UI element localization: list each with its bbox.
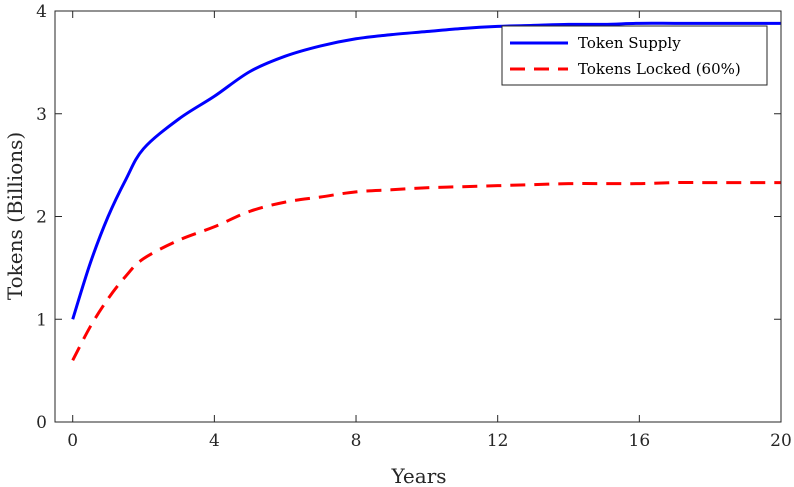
- y-tick-label: 2: [36, 208, 47, 228]
- y-tick-label: 4: [36, 2, 47, 22]
- y-tick-label: 3: [36, 105, 47, 125]
- x-tick-label: 8: [351, 431, 362, 451]
- series-layer: [71, 21, 781, 362]
- y-axis-label: Tokens (Billions): [3, 132, 27, 300]
- axes: [54, 10, 782, 423]
- legend-box: [501, 25, 768, 86]
- x-tick-label: 20: [770, 431, 792, 451]
- legend-label-2: Tokens Locked (60%): [578, 60, 741, 78]
- legend: Token Supply Tokens Locked (60%): [501, 25, 768, 86]
- x-tick-label: 0: [67, 431, 78, 451]
- series-line-1: [71, 21, 781, 320]
- series-line-2: [71, 181, 781, 362]
- y-tick-label: 0: [36, 413, 47, 433]
- x-tick-label: 4: [209, 431, 220, 451]
- legend-label-1: Token Supply: [578, 34, 681, 52]
- x-axis-label: Years: [390, 464, 446, 487]
- x-tick-label: 16: [629, 431, 651, 451]
- x-tick-label: 12: [487, 431, 509, 451]
- y-tick-label: 1: [36, 310, 47, 330]
